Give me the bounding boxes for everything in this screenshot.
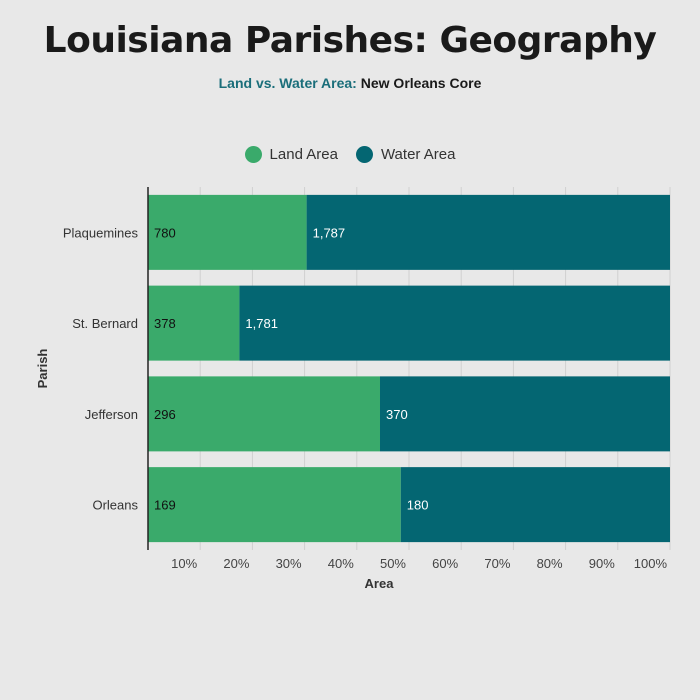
bar-water (239, 285, 670, 361)
legend-label-land: Land Area (269, 146, 338, 163)
x-axis-title: Area (365, 576, 395, 591)
legend: Land Area Water Area (0, 146, 700, 163)
x-tick-label: 60% (432, 556, 458, 571)
data-label: 370 (386, 407, 408, 422)
x-tick-label: 50% (380, 556, 406, 571)
data-label: 169 (154, 498, 176, 513)
legend-item-water[interactable]: Water Area (355, 146, 456, 163)
legend-item-land[interactable]: Land Area (244, 146, 338, 163)
data-label: 780 (154, 225, 176, 240)
bar-land (148, 194, 307, 270)
bar-water (306, 194, 670, 270)
x-tick-label: 20% (223, 556, 249, 571)
data-label: 378 (154, 316, 176, 331)
y-tick-label: Orleans (92, 498, 138, 513)
chart-title: Louisiana Parishes: Geography (43, 20, 657, 61)
x-tick-label: 80% (537, 556, 563, 571)
bar-land (148, 467, 401, 543)
x-tick-label: 10% (171, 556, 197, 571)
data-label: 1,781 (245, 316, 278, 331)
subtitle-accent: Land vs. Water Area: (218, 75, 357, 91)
x-tick-label: 40% (328, 556, 354, 571)
legend-swatch-water (355, 146, 373, 163)
x-tick-label: 70% (484, 556, 510, 571)
bar-water (380, 376, 670, 452)
bar-land (148, 376, 380, 452)
data-label: 296 (154, 407, 176, 422)
y-axis-title: Parish (35, 349, 50, 389)
bar-land (148, 285, 240, 361)
x-tick-label: 30% (276, 556, 302, 571)
bar-water (400, 467, 670, 543)
y-tick-label: Plaquemines (63, 225, 139, 240)
chart-subtitle: Land vs. Water Area: New Orleans Core (0, 75, 700, 91)
data-labels: 780 1,787 378 1,781 296 370 169 180 (154, 225, 428, 512)
data-label: 180 (407, 498, 429, 513)
subtitle-rest: New Orleans Core (360, 75, 482, 91)
data-label: 1,787 (313, 225, 346, 240)
legend-label-water: Water Area (380, 146, 456, 163)
legend-swatch-land (244, 146, 262, 163)
x-tick-label: 90% (589, 556, 615, 571)
x-tick-label: 100% (634, 556, 668, 571)
y-tick-label: Jefferson (85, 407, 138, 422)
y-tick-label: St. Bernard (72, 316, 138, 331)
axes: 10% 20% 30% 40% 50% 60% 70% 80% 90% 100% Plaquemin… (35, 187, 667, 591)
bars (148, 194, 670, 543)
